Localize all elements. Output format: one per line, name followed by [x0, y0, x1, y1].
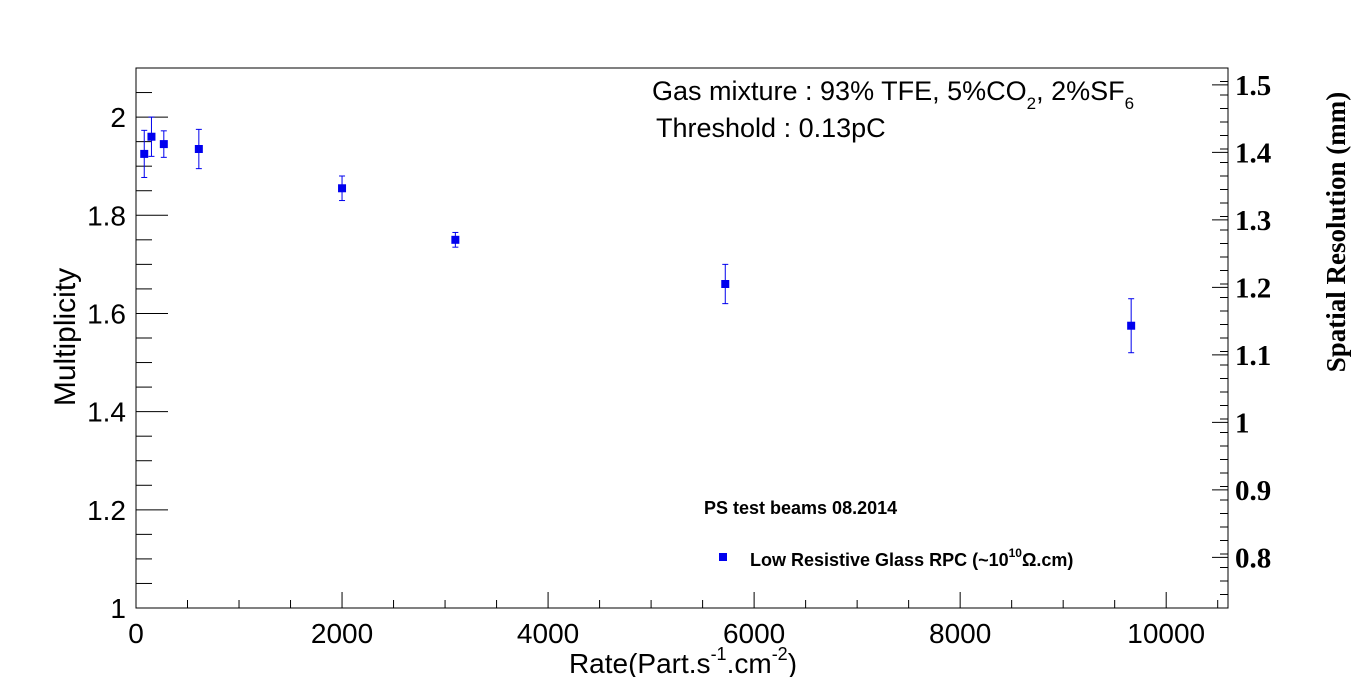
- x-tick-label: 4000: [517, 618, 579, 649]
- beam-label: PS test beams 08.2014: [704, 498, 897, 518]
- y-tick-label: 1.8: [87, 200, 126, 231]
- data-point: [721, 280, 730, 288]
- right-tick-label: 1.3: [1235, 205, 1271, 237]
- x-tick-label: 10000: [1127, 618, 1205, 649]
- right-tick-label: 0.8: [1235, 542, 1271, 574]
- x-axis-title: Rate(Part.s-1.cm-2): [569, 644, 797, 677]
- right-tick-label: 0.9: [1235, 475, 1271, 507]
- data-point: [159, 140, 168, 149]
- y-axis-ticks: 1 1.2 1.4 1.6 1.8 2: [87, 67, 168, 624]
- data-point: [1127, 321, 1136, 330]
- y-axis-title: Multiplicity: [49, 268, 82, 406]
- x-axis-ticks: 0 2000 4000 6000 8000 10000: [128, 592, 1219, 649]
- right-axis-title: Spatial Resolution (mm): [1321, 92, 1351, 373]
- right-tick-label: 1.1: [1235, 340, 1271, 372]
- x-tick-label: 0: [128, 618, 144, 649]
- data-point: [147, 132, 156, 141]
- data-point: [194, 145, 203, 153]
- right-tick-label: 1.2: [1235, 272, 1271, 304]
- data-point: [451, 235, 460, 244]
- data-point: [140, 149, 149, 158]
- data-points: [140, 116, 1136, 354]
- x-tick-label: 6000: [723, 618, 785, 649]
- x-tick-label: 2000: [311, 618, 373, 649]
- plot-frame: [135, 67, 1229, 609]
- y-tick-label: 1.2: [87, 495, 126, 526]
- right-tick-label: 1: [1235, 407, 1250, 439]
- y-tick-label: 1.4: [87, 397, 126, 428]
- right-axis-ticks: 0.8 0.9 1 1.1 1.2 1.3 1.4 1.5: [1212, 67, 1271, 609]
- x-tick-label: 8000: [929, 618, 991, 649]
- threshold-label: Threshold : 0.13pC: [656, 113, 886, 143]
- right-tick-label: 1.5: [1235, 70, 1271, 102]
- right-tick-label: 1.4: [1235, 137, 1271, 169]
- gas-mixture-label: Gas mixture : 93% TFE, 5%CO2, 2%SF6: [652, 76, 1134, 113]
- data-point: [338, 184, 347, 193]
- legend-label: Low Resistive Glass RPC (~1010Ω.cm): [750, 546, 1073, 570]
- y-tick-label: 1.6: [87, 298, 126, 329]
- legend-marker: [719, 553, 727, 561]
- y-tick-label: 2: [110, 102, 126, 133]
- y-tick-label: 1: [110, 593, 126, 624]
